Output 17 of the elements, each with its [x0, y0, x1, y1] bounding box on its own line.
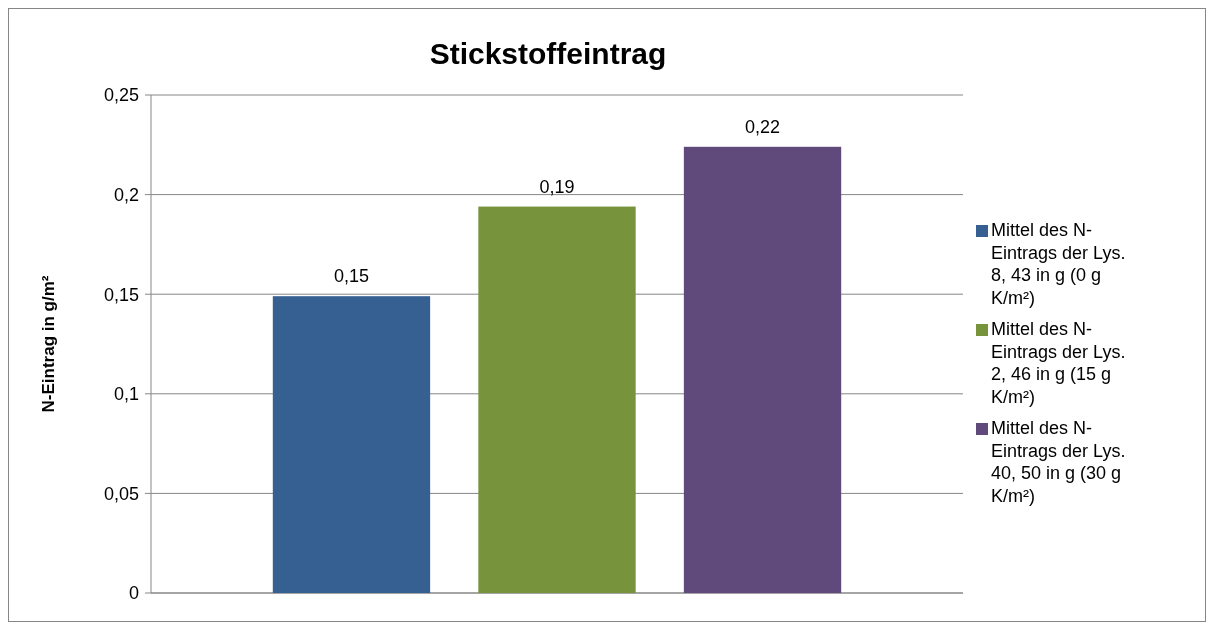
data-label: 0,15	[333, 266, 369, 287]
data-label: 0,22	[745, 116, 781, 137]
y-tick-label: 0	[128, 583, 139, 604]
bar	[683, 146, 842, 593]
legend-label: Mittel des N-Eintrags der Lys. 8, 43 in g (0 g K/m²)	[991, 220, 1126, 308]
y-tick-label: 0,2	[113, 184, 139, 205]
y-tick-label: 0,15	[103, 284, 139, 305]
data-label: 0,19	[539, 176, 575, 197]
y-tick-label: 0,25	[103, 85, 139, 106]
chart-title: Stickstoffeintrag	[429, 37, 667, 70]
bar	[272, 296, 431, 593]
bar	[478, 206, 636, 593]
legend-label: Mittel des N-Eintrags der Lys. 40, 50 in g (30 g K/m²)	[991, 418, 1126, 506]
y-tick-label: 0,1	[113, 384, 139, 405]
legend-label: Mittel des N-Eintrags der Lys. 2, 46 in g (15 g K/m²)	[991, 319, 1126, 407]
y-tick-label: 0,05	[103, 483, 139, 504]
y-axis-title: N-Eintrag in g/m²	[39, 275, 58, 413]
